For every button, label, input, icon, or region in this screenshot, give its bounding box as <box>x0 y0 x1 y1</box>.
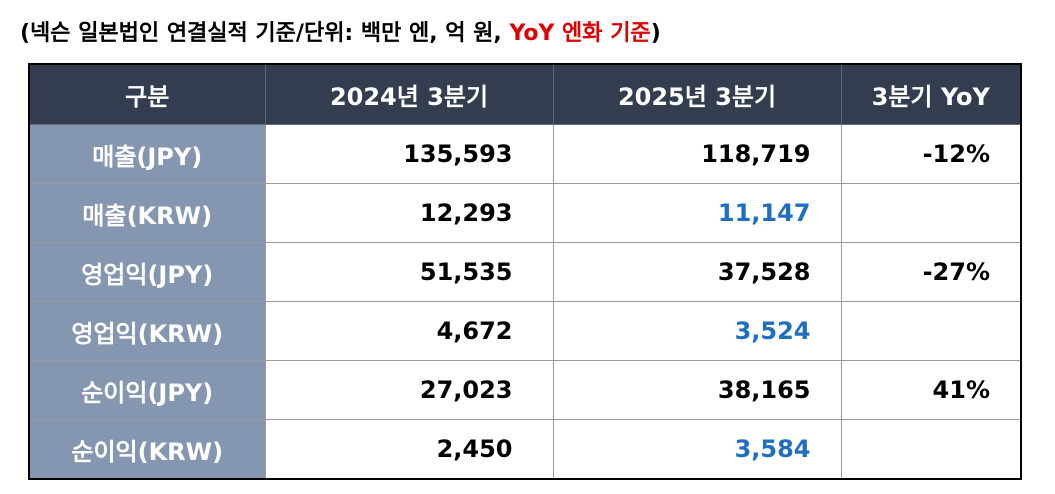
table-row: 영업익(JPY) 51,535 37,528 -27% <box>28 242 1022 302</box>
value-q3-2025: 37,528 <box>552 242 842 302</box>
value-q3-2024: 2,450 <box>264 419 554 480</box>
header-category: 구분 <box>28 63 266 125</box>
value-q3-2025: 3,524 <box>552 301 842 361</box>
caption-close: ) <box>650 21 661 46</box>
value-yoy: -27% <box>840 242 1022 302</box>
caption-highlight: YoY 엔화 기준 <box>509 21 651 46</box>
value-q3-2025: 38,165 <box>552 360 842 420</box>
earnings-table: 구분 2024년 3분기 2025년 3분기 3분기 YoY 매출(JPY) 1… <box>28 63 1022 480</box>
row-label: 순이익(KRW) <box>28 419 266 480</box>
row-label: 순이익(JPY) <box>28 360 266 420</box>
header-q3-2025: 2025년 3분기 <box>552 63 842 125</box>
header-row: 구분 2024년 3분기 2025년 3분기 3분기 YoY <box>28 63 1022 125</box>
value-q3-2024: 4,672 <box>264 301 554 361</box>
value-q3-2025: 118,719 <box>552 124 842 184</box>
value-q3-2025: 11,147 <box>552 183 842 243</box>
row-label: 매출(KRW) <box>28 183 266 243</box>
table-row: 순이익(KRW) 2,450 3,584 <box>28 419 1022 480</box>
caption-text: (넥슨 일본법인 연결실적 기준/단위: 백만 엔, 억 원, <box>20 21 510 46</box>
value-q3-2024: 27,023 <box>264 360 554 420</box>
value-yoy <box>840 183 1022 243</box>
header-q3-2024: 2024년 3분기 <box>264 63 554 125</box>
value-yoy <box>840 419 1022 480</box>
value-yoy: -12% <box>840 124 1022 184</box>
value-q3-2024: 12,293 <box>264 183 554 243</box>
table-row: 순이익(JPY) 27,023 38,165 41% <box>28 360 1022 420</box>
row-label: 영업익(JPY) <box>28 242 266 302</box>
table-caption: (넥슨 일본법인 연결실적 기준/단위: 백만 엔, 억 원, YoY 엔화 기… <box>20 14 661 54</box>
value-q3-2024: 135,593 <box>264 124 554 184</box>
header-q3-yoy: 3분기 YoY <box>840 63 1022 125</box>
value-yoy: 41% <box>840 360 1022 420</box>
value-q3-2024: 51,535 <box>264 242 554 302</box>
value-q3-2025: 3,584 <box>552 419 842 480</box>
table-row: 매출(KRW) 12,293 11,147 <box>28 183 1022 243</box>
value-yoy <box>840 301 1022 361</box>
row-label: 매출(JPY) <box>28 124 266 184</box>
table-row: 영업익(KRW) 4,672 3,524 <box>28 301 1022 361</box>
row-label: 영업익(KRW) <box>28 301 266 361</box>
table-row: 매출(JPY) 135,593 118,719 -12% <box>28 124 1022 184</box>
